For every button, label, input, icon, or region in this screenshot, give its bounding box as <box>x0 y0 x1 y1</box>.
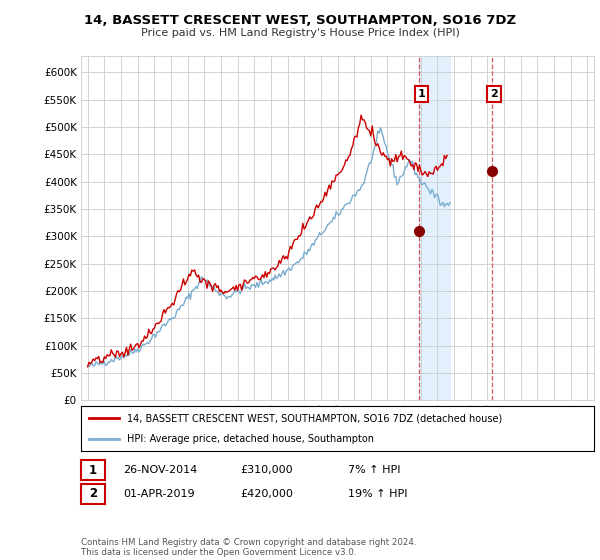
Text: 14, BASSETT CRESCENT WEST, SOUTHAMPTON, SO16 7DZ: 14, BASSETT CRESCENT WEST, SOUTHAMPTON, … <box>84 14 516 27</box>
Text: 1: 1 <box>89 464 97 477</box>
Text: 26-NOV-2014: 26-NOV-2014 <box>123 465 197 475</box>
Text: 7% ↑ HPI: 7% ↑ HPI <box>348 465 401 475</box>
Text: £420,000: £420,000 <box>240 489 293 499</box>
Text: Price paid vs. HM Land Registry's House Price Index (HPI): Price paid vs. HM Land Registry's House … <box>140 28 460 38</box>
Text: 1: 1 <box>418 89 425 99</box>
Text: 01-APR-2019: 01-APR-2019 <box>123 489 194 499</box>
Text: 2: 2 <box>490 89 498 99</box>
Text: 14, BASSETT CRESCENT WEST, SOUTHAMPTON, SO16 7DZ (detached house): 14, BASSETT CRESCENT WEST, SOUTHAMPTON, … <box>127 413 502 423</box>
Text: 2: 2 <box>89 487 97 501</box>
Text: £310,000: £310,000 <box>240 465 293 475</box>
Text: Contains HM Land Registry data © Crown copyright and database right 2024.
This d: Contains HM Land Registry data © Crown c… <box>81 538 416 557</box>
Text: 19% ↑ HPI: 19% ↑ HPI <box>348 489 407 499</box>
Text: HPI: Average price, detached house, Southampton: HPI: Average price, detached house, Sout… <box>127 433 374 444</box>
